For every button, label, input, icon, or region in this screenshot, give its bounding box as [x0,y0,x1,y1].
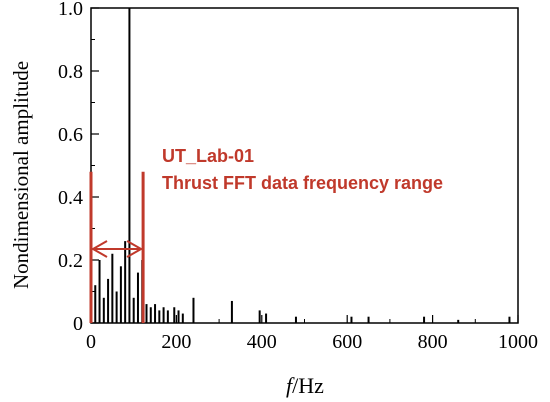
x-tick-label: 1000 [498,331,538,353]
x-tick-label: 800 [418,331,448,353]
y-tick-label: 0.2 [58,250,83,272]
x-axis-label-unit: /Hz [292,373,324,398]
y-axis-label: Nondimensional amplitude [9,61,33,289]
y-tick-label: 0 [73,313,83,335]
x-tick-label: 0 [86,331,96,353]
x-tick-label: 200 [161,331,191,353]
annotation-line1: UT_Lab-01 [162,146,254,166]
y-tick-label: 0.8 [58,61,83,83]
x-axis-label: f/Hz [286,373,324,398]
x-axis-label-italic: f [286,373,295,398]
annotation-line2: Thrust FFT data frequency range [162,173,443,193]
range-arrow-left-head [90,240,108,258]
x-tick-label: 400 [247,331,277,353]
plot-frame [90,7,519,324]
x-tick-label: 600 [332,331,362,353]
y-tick-label: 1.0 [58,0,83,20]
range-arrow-right-head [126,240,144,258]
y-tick-label: 0.4 [58,187,83,209]
y-tick-label: 0.6 [58,124,83,146]
